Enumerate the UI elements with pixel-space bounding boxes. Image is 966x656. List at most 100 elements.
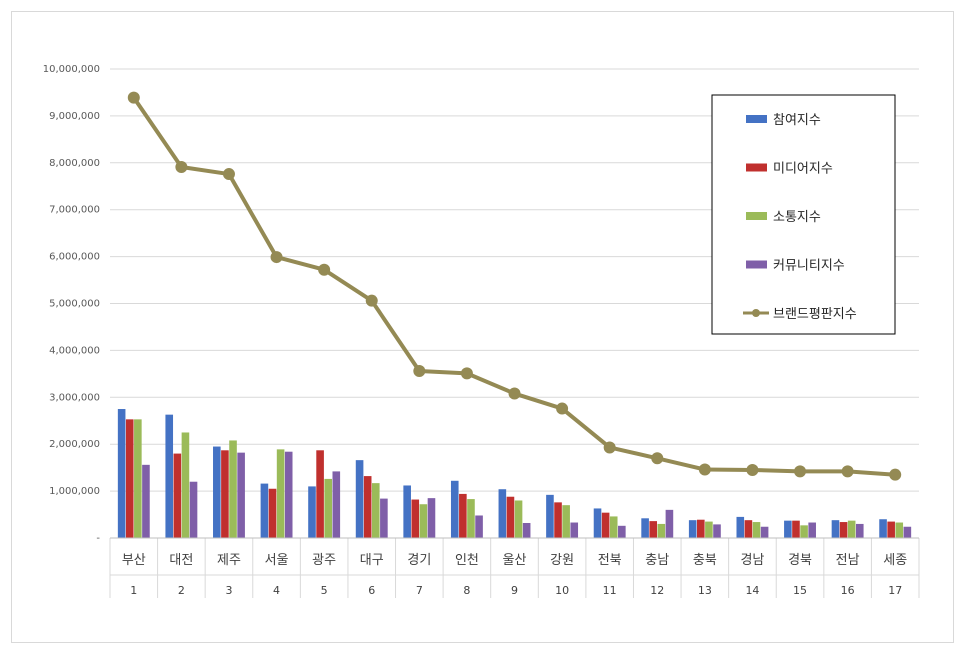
x-rank-label: 8 — [463, 584, 470, 597]
bar — [855, 523, 864, 538]
x-rank-label: 12 — [650, 584, 664, 597]
x-rank-label: 7 — [416, 584, 423, 597]
bar — [142, 464, 150, 538]
bar — [657, 523, 666, 538]
x-category-label: 경남 — [740, 553, 764, 568]
bar — [744, 520, 753, 538]
bar — [117, 409, 126, 538]
x-category-label: 인천 — [455, 553, 479, 568]
x-rank-label: 17 — [888, 584, 902, 597]
x-category-label: 부산 — [122, 553, 146, 568]
bar — [839, 522, 848, 538]
bar — [498, 489, 507, 538]
bar — [697, 519, 705, 538]
bar — [276, 449, 285, 538]
bar — [649, 521, 658, 538]
x-rank-label: 14 — [745, 584, 759, 597]
line-point — [556, 402, 569, 415]
x-rank-label: 3 — [225, 584, 232, 597]
x-rank-label: 2 — [178, 584, 185, 597]
bar — [887, 521, 895, 538]
legend-swatch — [746, 115, 767, 123]
bar — [618, 525, 626, 538]
bar — [268, 488, 277, 538]
bar — [562, 505, 570, 538]
bar — [570, 522, 579, 538]
x-category-label: 서울 — [265, 553, 289, 568]
bar — [895, 522, 904, 538]
bar — [792, 520, 800, 538]
x-category-label: 제주 — [217, 553, 241, 568]
bar — [546, 494, 554, 538]
x-category-label: 경기 — [407, 553, 431, 568]
bar — [879, 519, 887, 538]
bar — [752, 522, 761, 538]
x-rank-label: 10 — [555, 584, 569, 597]
bar — [181, 432, 190, 538]
bar — [688, 520, 697, 538]
bar — [736, 516, 745, 538]
line-point — [603, 441, 616, 454]
bar — [760, 526, 769, 538]
bar — [189, 481, 198, 538]
x-rank-label: 15 — [793, 584, 807, 597]
bar — [229, 440, 237, 538]
x-rank-label: 13 — [698, 584, 712, 597]
y-tick-label: 5,000,000 — [49, 299, 100, 310]
x-rank-label: 4 — [273, 584, 280, 597]
bar — [371, 483, 380, 538]
bar — [831, 520, 840, 538]
y-tick-label: 2,000,000 — [49, 439, 100, 450]
x-rank-label: 5 — [321, 584, 328, 597]
line-point — [270, 251, 283, 264]
x-category-label: 전북 — [598, 553, 622, 568]
bar — [237, 452, 245, 538]
line-point — [698, 463, 711, 476]
line-point — [746, 463, 759, 476]
y-tick-label: 6,000,000 — [49, 252, 100, 263]
x-category-label: 충북 — [693, 553, 717, 568]
chart-frame: - 1,000,000 2,000,000 3,000,000 4,000,000 5,0… — [11, 11, 954, 643]
bar — [411, 499, 420, 538]
x-category-label: 경북 — [788, 553, 812, 568]
line-point — [508, 387, 521, 400]
legend-label: 커뮤니티지수 — [773, 259, 845, 274]
bar — [459, 493, 467, 538]
legend-label: 미디어지수 — [773, 162, 833, 177]
line-point — [460, 367, 473, 380]
bar — [324, 478, 332, 538]
bar — [380, 498, 388, 538]
chart: - 1,000,000 2,000,000 3,000,000 4,000,000 5,0… — [43, 64, 920, 598]
bar — [705, 521, 713, 538]
line-point — [651, 452, 664, 465]
bar — [284, 451, 293, 538]
legend-swatch — [746, 260, 767, 269]
bar — [125, 419, 134, 538]
line-point — [222, 168, 235, 181]
bar — [522, 522, 531, 538]
y-tick-label: 10,000,000 — [43, 64, 100, 75]
bar — [847, 520, 856, 538]
y-tick-label: 1,000,000 — [49, 486, 100, 497]
legend-box — [711, 94, 896, 335]
legend-label: 브랜드평판지수 — [773, 307, 857, 322]
bar — [609, 516, 618, 538]
bar — [134, 419, 142, 538]
bar — [419, 504, 428, 538]
x-category-label: 대구 — [360, 553, 384, 568]
bar — [554, 502, 562, 538]
bar — [475, 515, 483, 538]
x-category-label: 강원 — [550, 553, 574, 568]
x-category-label: 세종 — [883, 553, 907, 568]
legend-label: 소통지수 — [773, 210, 821, 225]
bar — [665, 509, 674, 538]
bar — [363, 476, 372, 538]
bar — [403, 485, 411, 538]
legend-swatch — [746, 212, 767, 220]
x-rank-label: 9 — [511, 584, 518, 597]
x-category-label: 전남 — [836, 553, 860, 568]
x-rank-label: 16 — [841, 584, 855, 597]
bar — [808, 522, 816, 538]
bar — [601, 512, 610, 538]
line-point — [127, 91, 140, 104]
